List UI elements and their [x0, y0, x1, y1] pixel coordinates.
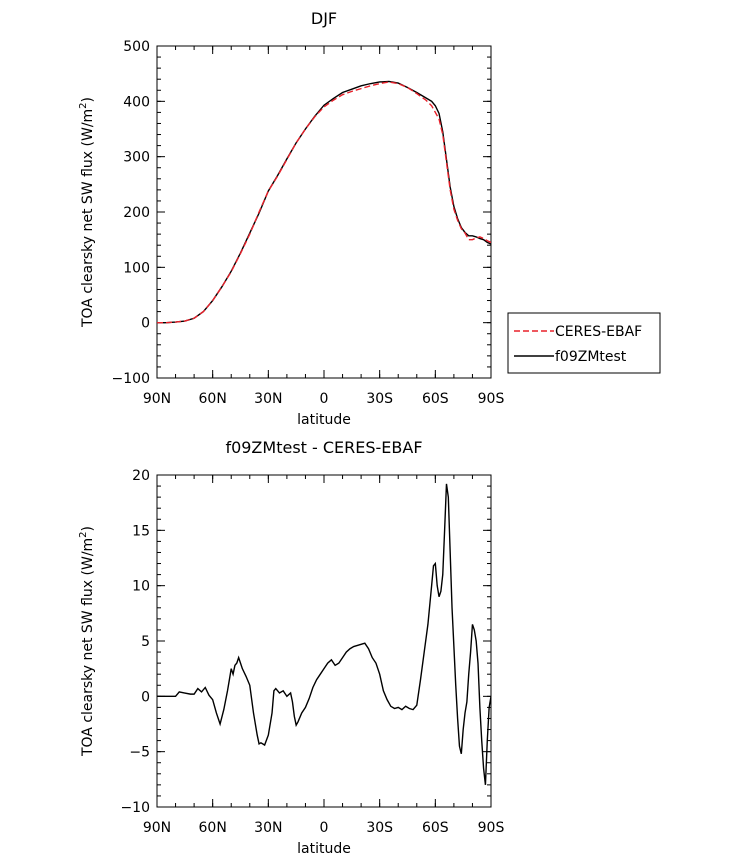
y-tick-label: 0 [141, 689, 150, 705]
y-axis-label-superscript: 2 [78, 102, 89, 108]
x-tick-label: 60S [422, 820, 449, 836]
x-tick-label: 30S [366, 391, 393, 407]
x-tick-label: 60S [422, 391, 449, 407]
y-axis-label-main: TOA clearsky net SW flux (W/m [80, 109, 96, 328]
y-axis-label-close: ) [80, 526, 96, 531]
y-tick-label: 100 [123, 260, 150, 276]
x-tick-label: 0 [320, 391, 329, 407]
y-axis-label: TOA clearsky net SW flux (W/m2) [78, 526, 96, 757]
y-axis-label: TOA clearsky net SW flux (W/m2) [78, 97, 96, 328]
series-line-difference [157, 483, 491, 785]
x-tick-label: 30N [254, 391, 282, 407]
y-tick-label: 20 [132, 468, 150, 484]
y-axis-label-superscript: 2 [78, 531, 89, 537]
legend: CERES-EBAF f09ZMtest [507, 312, 661, 374]
x-axis-label: latitude [297, 841, 351, 857]
chart-title: DJF [311, 9, 337, 28]
series-line-f09zmtest [157, 80, 491, 324]
x-tick-label: 60N [199, 391, 227, 407]
legend-label: CERES-EBAF [555, 324, 642, 340]
x-tick-label: 90N [143, 391, 171, 407]
plot-frame [156, 45, 492, 379]
x-tick-label: 0 [320, 820, 329, 836]
y-tick-label: 5 [141, 634, 150, 650]
y-tick-label: 400 [123, 94, 150, 110]
plot-frame [156, 474, 492, 808]
y-tick-label: −5 [129, 745, 150, 761]
legend-label: f09ZMtest [555, 349, 627, 365]
series-line-ceres-ebaf [157, 81, 491, 324]
x-tick-label: 30S [366, 820, 393, 836]
y-tick-label: −100 [112, 371, 150, 387]
legend-box [507, 312, 661, 374]
x-tick-label: 90S [478, 391, 505, 407]
chart-title: f09ZMtest - CERES-EBAF [225, 438, 422, 457]
x-tick-label: 60N [199, 820, 227, 836]
y-tick-label: 15 [132, 523, 150, 539]
y-tick-label: 500 [123, 39, 150, 55]
x-tick-label: 90N [143, 820, 171, 836]
y-tick-label: 10 [132, 579, 150, 595]
panel-2: 90N 60N 30N 0 30S 60S 90S −10 −5 0 5 10 15 20 f09ZMtes… [78, 438, 504, 857]
x-axis-label: latitude [297, 412, 351, 428]
panel-1: 90N 60N 30N 0 30S 60S 90S −100 0 100 200 300 400 500 D… [78, 9, 661, 428]
y-tick-label: 300 [123, 150, 150, 166]
x-tick-label: 30N [254, 820, 282, 836]
y-axis-label-close: ) [80, 97, 96, 102]
y-tick-label: 200 [123, 205, 150, 221]
x-tick-label: 90S [478, 820, 505, 836]
y-tick-label: −10 [120, 800, 150, 816]
y-tick-label: 0 [141, 316, 150, 332]
y-axis-label-main: TOA clearsky net SW flux (W/m [80, 538, 96, 757]
